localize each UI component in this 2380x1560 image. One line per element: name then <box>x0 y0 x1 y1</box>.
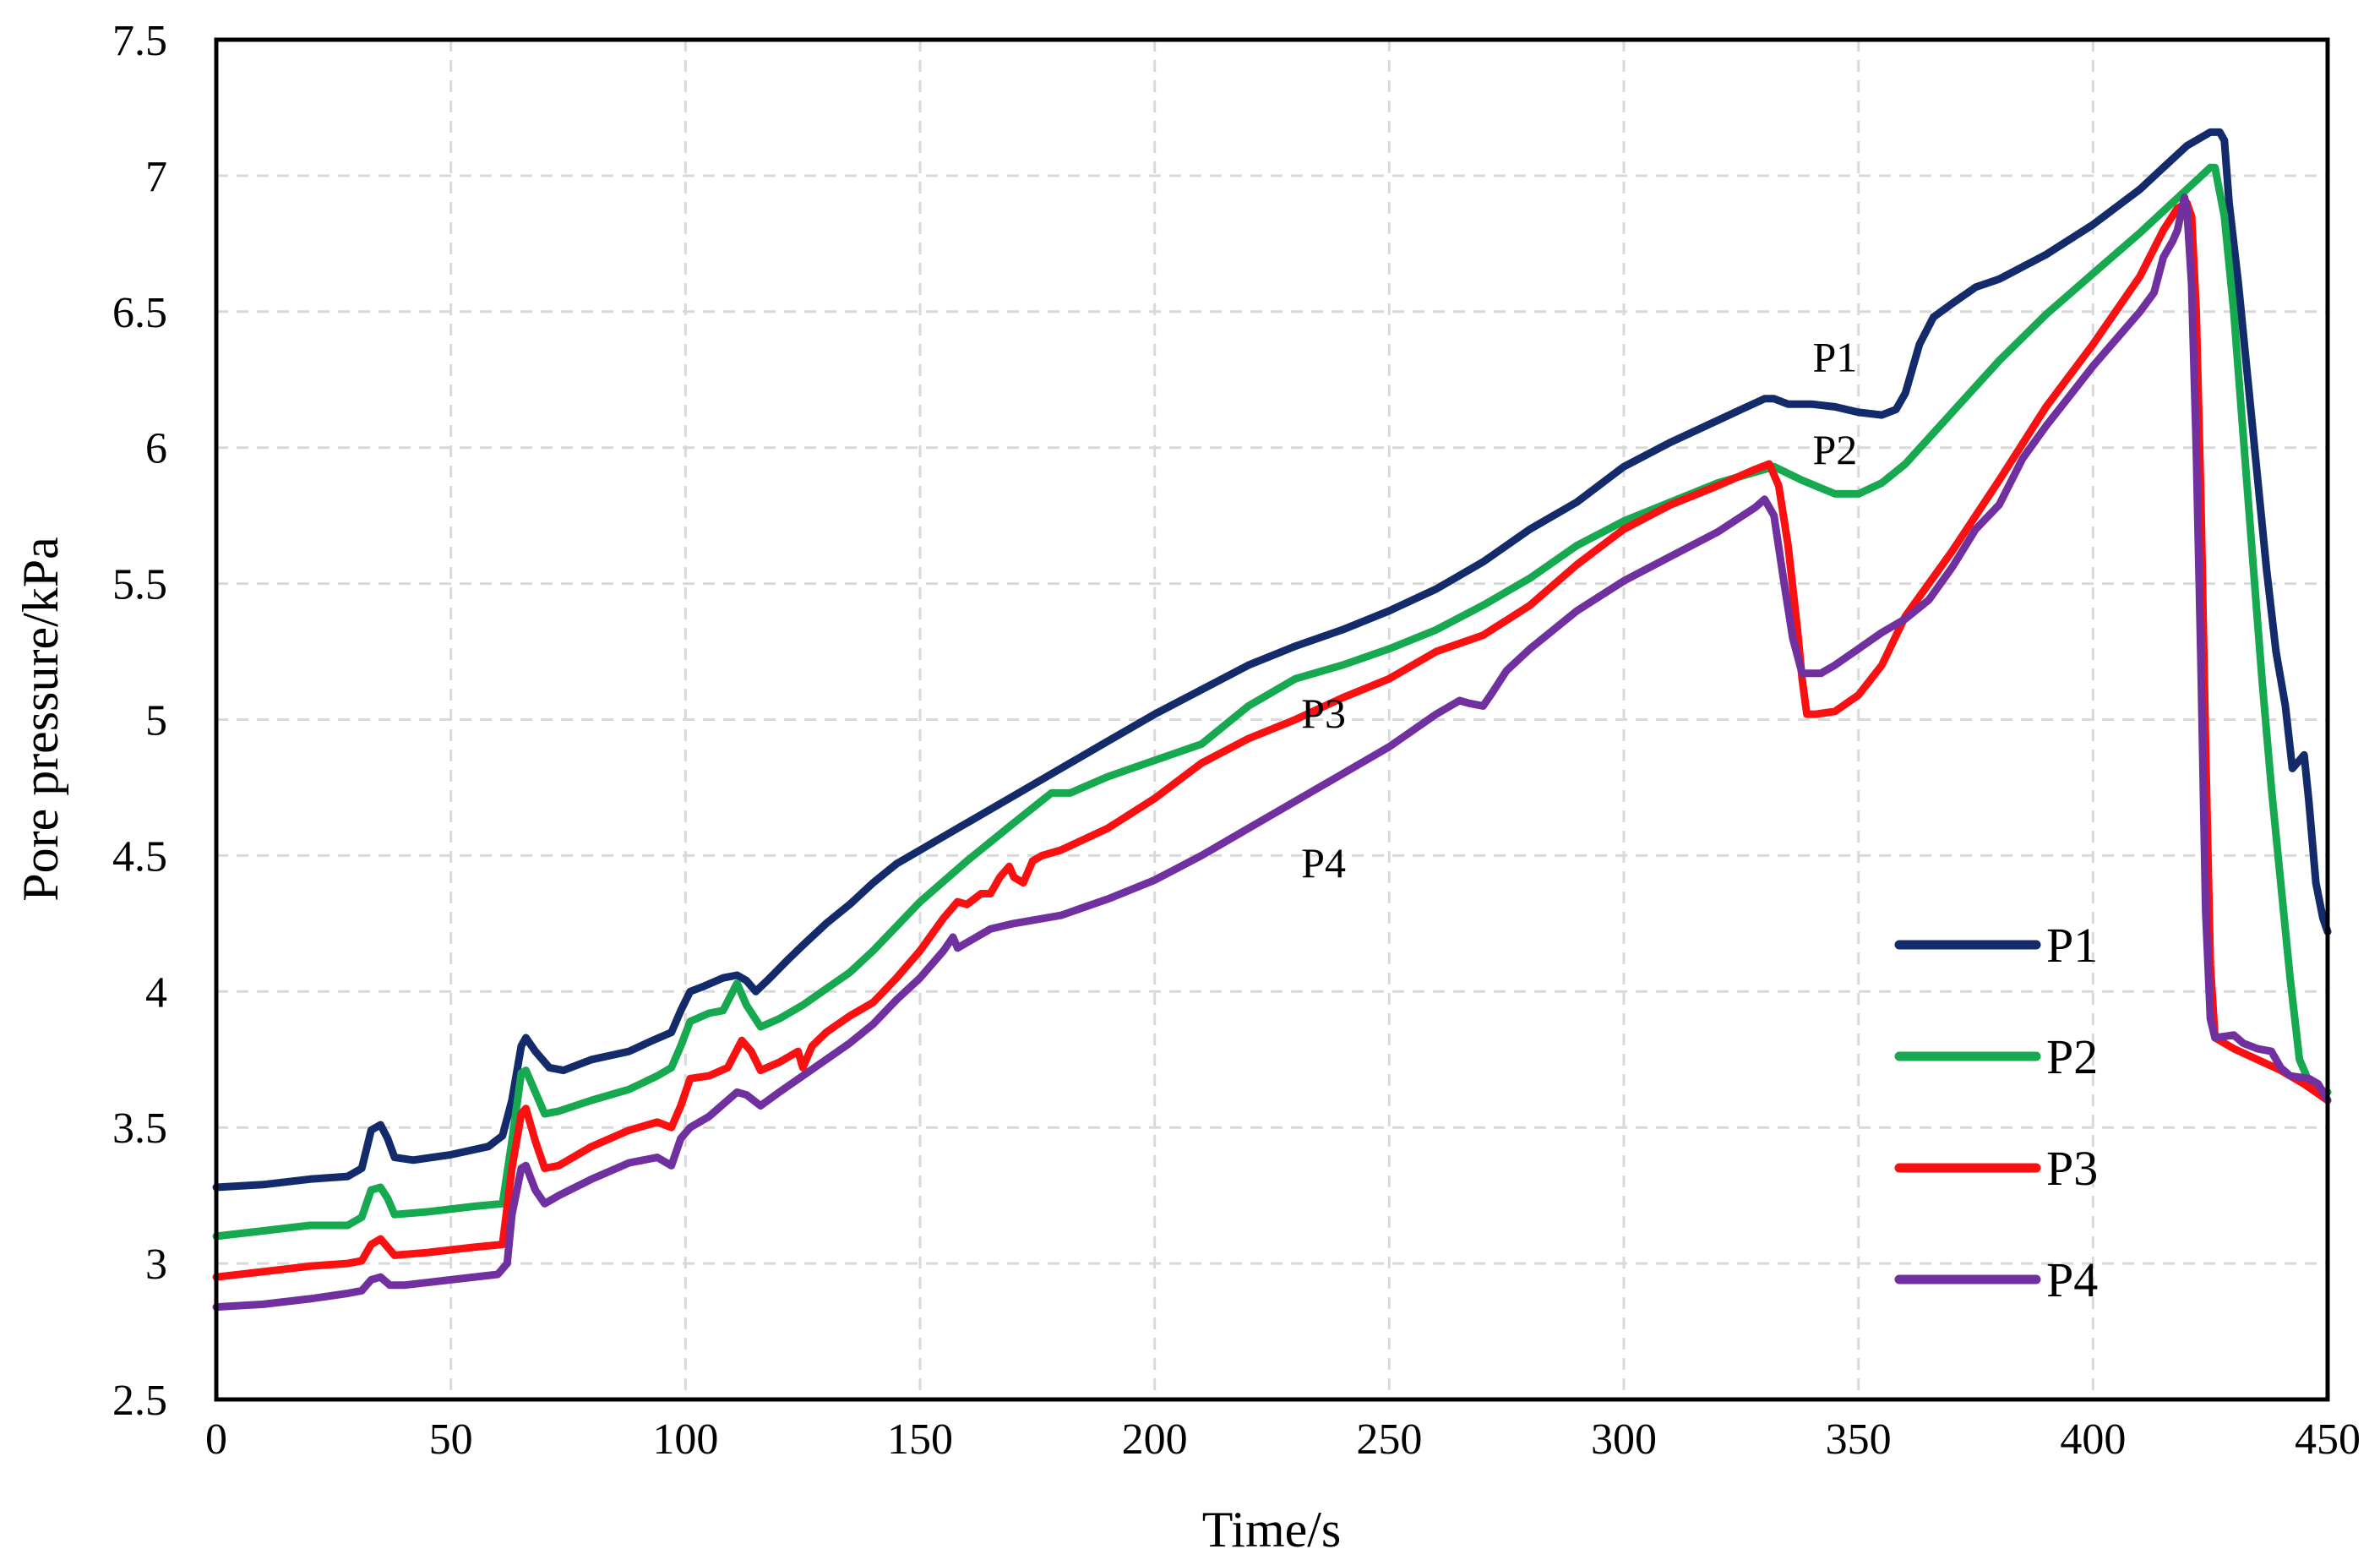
legend: P1 P2 P3 P4 <box>1894 918 2098 1307</box>
annotation-p4: P4 <box>1301 839 1346 886</box>
series-line-p1 <box>212 128 2332 1192</box>
plot-area-border <box>214 37 2330 1402</box>
y-tick-label: 6.5 <box>112 289 167 337</box>
legend-label-p4: P4 <box>2046 1252 2098 1307</box>
series-line-p3 <box>212 199 2332 1281</box>
x-tick-label: 0 <box>205 1415 227 1464</box>
x-tick-label: 300 <box>1591 1415 1657 1464</box>
y-tick-label: 3 <box>145 1241 167 1289</box>
y-tick-label: 7.5 <box>112 17 167 65</box>
legend-label-p3: P3 <box>2046 1141 2098 1196</box>
grid-lines <box>216 40 2328 1399</box>
legend-label-p2: P2 <box>2046 1029 2098 1084</box>
annotation-p2: P2 <box>1812 426 1857 473</box>
x-tick-label: 150 <box>887 1415 953 1464</box>
y-tick-label: 5.5 <box>112 561 167 609</box>
x-tick-label: 450 <box>2295 1415 2361 1464</box>
y-tick-label: 4.5 <box>112 832 167 881</box>
y-tick-label: 4 <box>145 968 167 1017</box>
y-tick-label: 2.5 <box>112 1377 167 1425</box>
legend-label-p1: P1 <box>2046 918 2098 973</box>
annotation-p3: P3 <box>1301 690 1346 737</box>
x-tick-label: 400 <box>2060 1415 2126 1464</box>
annotation-p1: P1 <box>1812 334 1857 381</box>
y-tick-label: 7 <box>145 153 167 201</box>
y-tick-label: 3.5 <box>112 1105 167 1153</box>
series-layer <box>212 128 2332 1312</box>
y-tick-label: 5 <box>145 697 167 745</box>
x-tick-label: 50 <box>429 1415 473 1464</box>
x-tick-label: 250 <box>1356 1415 1422 1464</box>
y-axis-title: Pore pressure/kPa <box>13 537 68 902</box>
series-line-p4 <box>212 194 2332 1312</box>
series-line-p2 <box>212 163 2332 1241</box>
series-annotations: P1 P2 P3 P4 <box>1301 334 1857 887</box>
x-axis-title: Time/s <box>1202 1502 1342 1557</box>
x-tick-label: 200 <box>1122 1415 1188 1464</box>
y-tick-labels: 2.5 3 3.5 4 4.5 5 5.5 6 6.5 7 7.5 <box>112 17 167 1425</box>
x-tick-label: 350 <box>1826 1415 1892 1464</box>
x-tick-label: 100 <box>652 1415 718 1464</box>
y-tick-label: 6 <box>145 425 167 473</box>
x-tick-labels: 0 50 100 150 200 250 300 350 400 450 <box>205 1415 2361 1464</box>
